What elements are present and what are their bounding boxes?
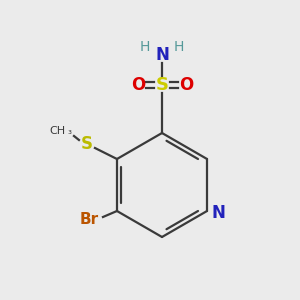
- Text: O: O: [131, 76, 145, 94]
- Text: S: S: [155, 76, 169, 94]
- Text: H: H: [174, 40, 184, 54]
- Text: ₃: ₃: [68, 126, 72, 136]
- Text: Br: Br: [80, 212, 98, 226]
- Text: O: O: [179, 76, 193, 94]
- Text: N: N: [211, 204, 225, 222]
- Text: S: S: [81, 135, 93, 153]
- Text: N: N: [155, 46, 169, 64]
- Text: CH: CH: [49, 126, 65, 136]
- Text: H: H: [140, 40, 150, 54]
